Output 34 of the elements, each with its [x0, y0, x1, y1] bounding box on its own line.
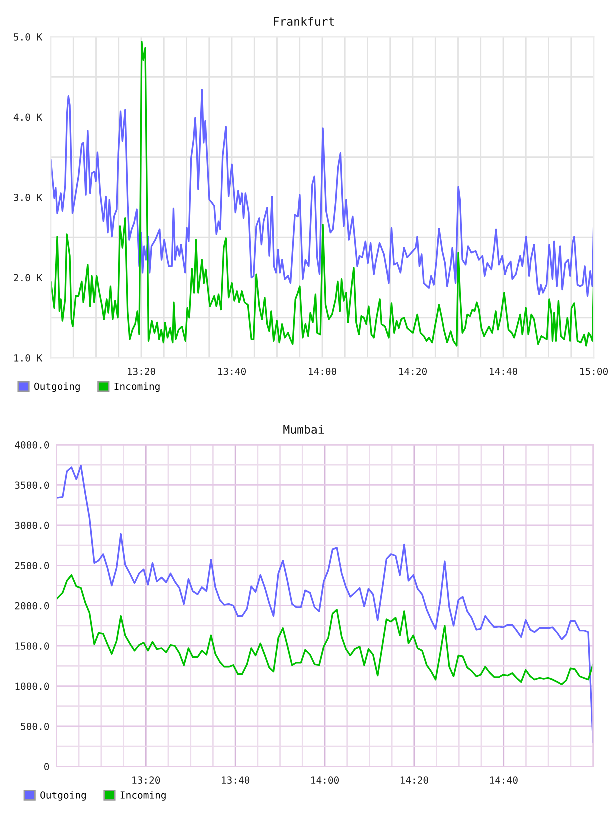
chart-title: Frankfurt [274, 17, 334, 26]
y-tick-label: 1.0 K [14, 354, 43, 362]
x-tick-label: 15:00 [580, 368, 608, 376]
y-tick-label: 3000.0 [15, 522, 50, 530]
y-tick-label: 2500.0 [15, 562, 50, 570]
y-tick-label: 1000.0 [16, 682, 50, 690]
x-tick-label: 14:00 [312, 776, 340, 784]
y-tick-label: 4000.0 [15, 442, 50, 449]
y-tick-label: 3500.0 [15, 482, 50, 490]
legend-label: Incoming [120, 791, 166, 801]
x-tick-label: 14:20 [400, 368, 427, 376]
legend-label: Incoming [114, 382, 160, 392]
x-tick-label: 14:40 [490, 368, 518, 376]
x-tick-label: 13:40 [222, 776, 250, 784]
x-tick-label: 13:40 [218, 368, 246, 376]
line-series [51, 40, 594, 347]
x-tick-label: 14:20 [400, 776, 428, 784]
y-tick-label: 0 [44, 763, 50, 771]
legend-label: Outgoing [40, 791, 86, 801]
chart-title: Mumbai [284, 425, 324, 434]
y-tick-label: 3.0 K [14, 194, 43, 202]
x-tick-label: 13:20 [132, 776, 160, 784]
x-tick-label: 13:20 [128, 368, 156, 376]
y-tick-label: 2.0 K [14, 274, 43, 282]
line-series [51, 89, 594, 298]
y-tick-label: 2000.0 [15, 602, 50, 610]
y-tick-label: 1500.0 [16, 642, 50, 650]
legend-label: Outgoing [34, 382, 80, 392]
y-tick-label: 500.0 [21, 722, 50, 730]
y-tick-label: 4.0 K [14, 114, 43, 122]
x-tick-label: 14:00 [309, 368, 337, 376]
y-tick-label: 5.0 K [14, 34, 43, 41]
line-series [56, 574, 594, 686]
x-tick-label: 14:40 [490, 776, 518, 784]
